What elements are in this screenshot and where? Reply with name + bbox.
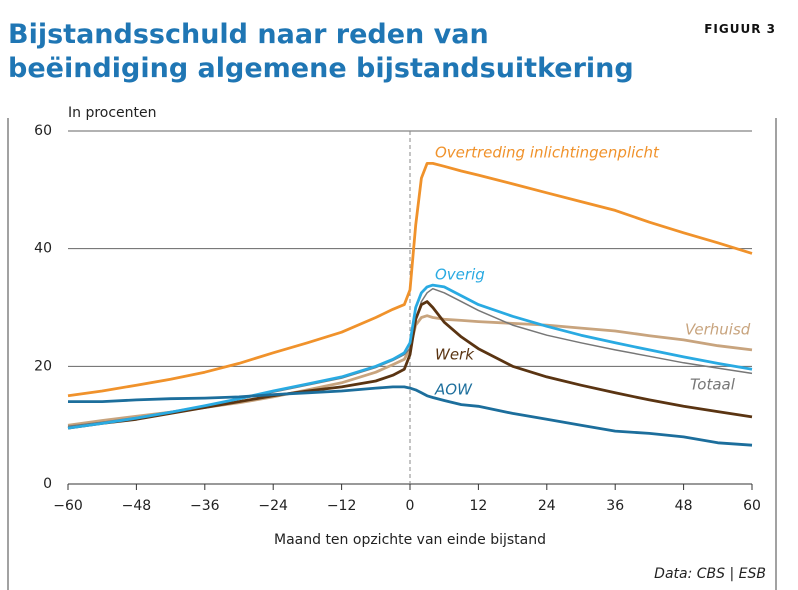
x-tick-label: 60 — [743, 498, 761, 514]
x-tick-label: 12 — [469, 498, 487, 514]
x-tick-label: 36 — [606, 498, 624, 514]
y-tick-label: 40 — [34, 241, 52, 257]
figure-label: FIGUUR 3 — [704, 22, 776, 36]
series-label: Totaal — [690, 376, 736, 394]
y-tick-label: 20 — [34, 358, 52, 374]
chart-title: Bijstandsschuld naar reden van beëindigi… — [8, 19, 634, 84]
series-label: Werk — [435, 346, 475, 364]
y-axis-label: In procenten — [68, 105, 157, 121]
x-tick-label: −48 — [122, 498, 152, 514]
series-label: AOW — [434, 381, 473, 399]
x-tick-label: −24 — [258, 498, 288, 514]
x-tick-label: −60 — [53, 498, 83, 514]
series-label: Overtreding inlichtingenplicht — [435, 144, 660, 162]
source: Data: CBS | ESB — [654, 566, 766, 582]
x-tick-label: 24 — [538, 498, 556, 514]
series-label: Verhuisd — [685, 321, 751, 339]
x-tick-label: −12 — [327, 498, 357, 514]
x-axis-label: Maand ten opzichte van einde bijstand — [274, 532, 546, 548]
y-tick-label: 0 — [43, 476, 52, 492]
x-tick-label: 0 — [406, 498, 415, 514]
x-tick-label: −36 — [190, 498, 220, 514]
series-line — [67, 300, 753, 430]
series-line — [67, 162, 753, 398]
y-tick-label: 60 — [34, 123, 52, 139]
series-label: Overig — [435, 266, 485, 284]
series-line — [67, 283, 753, 430]
x-tick-label: 48 — [675, 498, 693, 514]
series-line — [68, 385, 753, 447]
